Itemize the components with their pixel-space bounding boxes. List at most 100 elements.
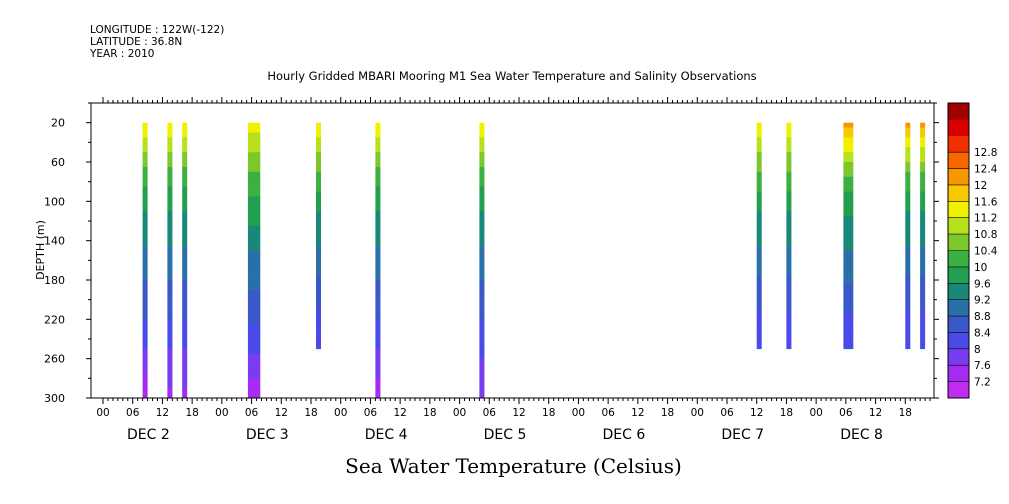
x-tick-label: 00 [334, 407, 347, 419]
x-tick-label: 06 [601, 407, 615, 419]
data-cell [375, 171, 381, 177]
data-cell [316, 152, 321, 158]
data-cell [920, 294, 926, 300]
data-cell [375, 142, 381, 148]
data-cell [905, 211, 911, 217]
data-cell [843, 152, 854, 158]
data-cell [167, 157, 173, 163]
data-cell [756, 245, 762, 251]
data-cell [375, 265, 381, 271]
data-cell [142, 304, 148, 310]
data-cell [905, 171, 911, 177]
data-cell [756, 304, 762, 310]
data-cell [142, 329, 148, 335]
x-tick-label: 00 [809, 407, 822, 419]
data-cell [756, 201, 762, 207]
data-cell [247, 211, 261, 217]
data-cell [182, 211, 188, 217]
data-cell [375, 294, 381, 300]
data-cell [756, 255, 762, 261]
data-cell [756, 284, 762, 291]
data-cell [786, 137, 792, 143]
data-cell [786, 250, 792, 256]
data-cell [142, 363, 148, 369]
data-cell [479, 196, 485, 202]
data-cell [247, 339, 261, 345]
data-cell [479, 216, 485, 222]
data-cell [905, 152, 911, 158]
data-cell [167, 373, 173, 379]
data-cell [756, 137, 762, 143]
data-cell [756, 171, 762, 177]
data-cell [182, 240, 188, 246]
data-cell [756, 260, 762, 266]
colorbar-label: 7.2 [974, 377, 991, 389]
data-cell [843, 216, 854, 222]
colorbar-swatch [948, 299, 969, 317]
data-cell [247, 127, 261, 133]
x-tick-label: 18 [780, 407, 793, 419]
data-cell [375, 388, 381, 394]
data-cell [247, 196, 261, 202]
data-cell [182, 127, 188, 133]
data-cell [375, 152, 381, 158]
data-cell [756, 294, 762, 300]
data-cell [920, 216, 926, 222]
data-cell [479, 211, 485, 217]
data-cell [905, 270, 911, 276]
data-cell [142, 250, 148, 256]
data-cell [247, 176, 261, 182]
data-cell [316, 216, 321, 222]
y-tick-label: 140 [44, 235, 65, 248]
data-cell [479, 270, 485, 276]
data-cell [786, 221, 792, 227]
data-cell [756, 314, 762, 320]
data-cell [247, 353, 261, 359]
x-tick-label: 06 [839, 407, 853, 419]
data-cell [167, 162, 173, 168]
data-cell [786, 186, 792, 192]
data-cell [479, 314, 485, 320]
data-cell [375, 284, 381, 291]
colorbar: 7.2 7.6 8 8.4 8.8 9.2 9.6 10 10.4 10.8 11.2 11.6 12 1… [947, 102, 998, 399]
data-cell [375, 206, 381, 212]
data-cell [756, 152, 762, 158]
data-cell [182, 255, 188, 261]
data-cell [920, 137, 926, 143]
data-cell [843, 245, 854, 251]
data-cell [167, 280, 173, 286]
data-cell [182, 137, 188, 143]
data-cell [920, 201, 926, 207]
data-cell [920, 339, 926, 345]
data-cell [167, 206, 173, 212]
data-cell [905, 225, 911, 232]
data-cell [316, 319, 321, 325]
data-cell [786, 334, 792, 340]
data-cell [167, 137, 173, 143]
data-cell [920, 299, 926, 305]
data-cell [167, 201, 173, 207]
data-cell [786, 201, 792, 207]
data-cell [182, 299, 188, 305]
data-column [843, 122, 854, 350]
data-cell [316, 260, 321, 266]
data-cell [843, 191, 854, 197]
colorbar-label: 8 [974, 344, 981, 356]
data-cell [182, 324, 188, 330]
data-cell [479, 255, 485, 261]
data-cell [905, 196, 911, 202]
data-cell [247, 157, 261, 163]
data-cell [756, 309, 762, 315]
colorbar-label: 9.2 [974, 295, 991, 307]
data-cell [167, 383, 173, 389]
data-cell [167, 142, 173, 148]
data-cell [843, 221, 854, 227]
data-cell [920, 329, 926, 335]
data-cell [843, 329, 854, 335]
data-cell [182, 368, 188, 374]
data-cell [920, 142, 926, 148]
data-cell [182, 230, 188, 236]
data-cell [756, 176, 762, 182]
data-cell [316, 211, 321, 217]
data-cell [142, 393, 148, 399]
